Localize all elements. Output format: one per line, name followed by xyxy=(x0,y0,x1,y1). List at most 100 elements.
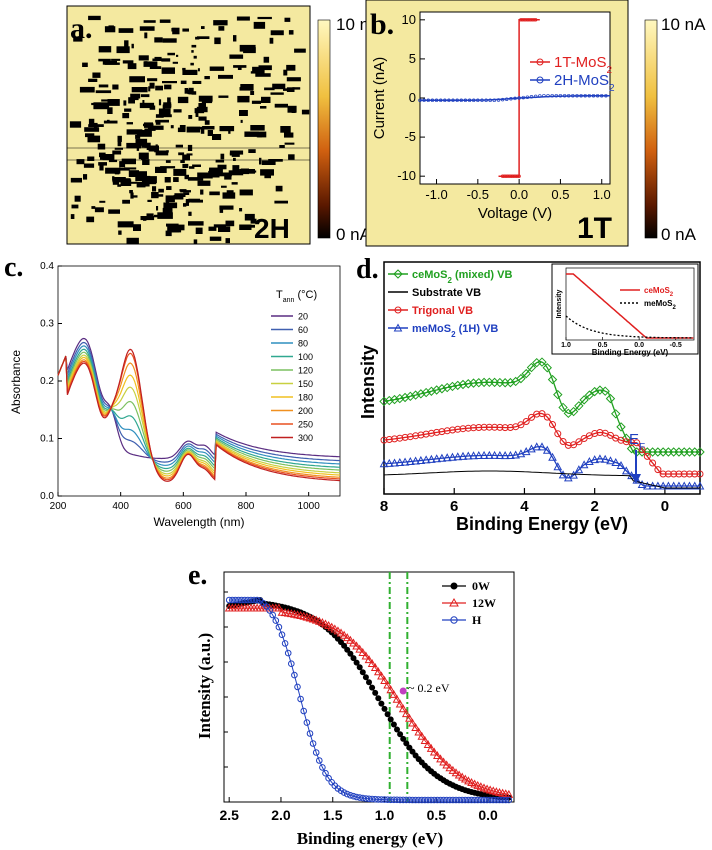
vb-legend-label: Trigonal VB xyxy=(412,305,473,317)
iv-point xyxy=(513,96,517,101)
iv-point xyxy=(522,18,526,22)
vb-marker xyxy=(379,396,389,407)
afm-domain xyxy=(117,141,122,147)
vb-marker xyxy=(464,424,472,432)
abs-legend-label: 200 xyxy=(298,406,313,416)
e-marker xyxy=(306,730,314,737)
afm-domain xyxy=(194,108,205,114)
afm-domain xyxy=(182,69,198,75)
afm-domain xyxy=(88,15,101,21)
afm-domain xyxy=(213,224,226,228)
afm-domain xyxy=(239,224,252,230)
e-marker xyxy=(457,772,467,781)
vb-marker xyxy=(643,452,651,460)
afm-domain xyxy=(148,86,151,92)
afm-domain xyxy=(176,54,179,57)
vb-marker xyxy=(501,424,509,432)
afm-domain xyxy=(165,195,175,203)
vb-marker xyxy=(558,470,568,479)
afm-domain xyxy=(160,114,172,118)
vb-marker xyxy=(591,430,599,437)
afm-domain xyxy=(148,149,156,152)
vb-marker xyxy=(616,460,626,470)
e-annotation: ~ 0.2 eV xyxy=(408,681,450,695)
afm-domain xyxy=(183,192,190,195)
vb-legend-label: Substrate VB xyxy=(412,287,481,299)
afm-domain xyxy=(173,177,179,182)
afm-domain xyxy=(255,73,271,77)
afm-domain xyxy=(146,176,157,184)
afm-domain xyxy=(83,163,95,168)
afm-domain xyxy=(191,50,194,53)
vb-marker xyxy=(695,447,705,457)
absorbance-series-line xyxy=(57,337,340,460)
iv-point xyxy=(502,174,506,178)
afm-domain xyxy=(170,125,174,129)
vb-marker xyxy=(400,457,410,466)
panel-e-letter: e. xyxy=(188,560,207,591)
afm-domain xyxy=(240,84,254,91)
afm-domain xyxy=(124,167,137,170)
vb-marker xyxy=(574,401,584,411)
e-marker xyxy=(366,679,372,686)
iv-point xyxy=(532,18,536,22)
e-marker xyxy=(370,662,380,672)
iv-point xyxy=(438,98,443,103)
e-marker xyxy=(462,796,469,804)
afm-domain xyxy=(224,174,232,180)
afm-domain xyxy=(156,206,159,211)
afm-domain xyxy=(153,214,169,218)
e-marker xyxy=(418,796,426,804)
e-marker xyxy=(502,796,510,804)
vb-marker xyxy=(675,470,683,478)
vb-marker xyxy=(389,394,400,405)
afm-domain xyxy=(239,110,248,116)
e-marker xyxy=(426,743,436,752)
afm-domain xyxy=(188,211,192,216)
afm-domain xyxy=(209,66,225,71)
iv-point xyxy=(463,98,468,103)
afm-domain xyxy=(171,27,176,32)
vb-marker xyxy=(458,379,468,390)
afm-domain xyxy=(250,90,255,95)
afm-domain xyxy=(136,130,152,137)
e-marker xyxy=(394,726,400,733)
e-marker xyxy=(347,792,354,799)
afm-domain xyxy=(119,161,126,168)
afm-domain xyxy=(179,125,186,131)
e-marker xyxy=(362,674,369,681)
afm-domain xyxy=(162,207,173,215)
panel-a-svg: a. 2H 10 nA 0 nA xyxy=(66,5,380,245)
iv-point xyxy=(476,98,480,103)
vb-marker xyxy=(569,470,578,479)
afm-domain xyxy=(167,204,171,210)
afm-domain xyxy=(76,159,85,165)
e-marker xyxy=(225,596,233,604)
afm-domain xyxy=(180,80,187,84)
iv-point xyxy=(515,174,520,178)
afm-domain xyxy=(229,54,244,59)
absorbance-series-line xyxy=(57,348,341,482)
e-series-line xyxy=(229,599,509,801)
vb-marker xyxy=(674,481,684,490)
e-marker xyxy=(362,795,370,802)
vb-legend-marker xyxy=(394,306,402,314)
fermi-level-label: EF xyxy=(629,431,645,453)
afm-domain xyxy=(122,60,134,64)
e-marker xyxy=(430,796,438,804)
afm-domain xyxy=(131,87,148,93)
afm-domain xyxy=(225,220,235,227)
iv-point xyxy=(529,95,534,99)
afm-domain xyxy=(270,92,284,95)
afm-domain xyxy=(122,113,130,119)
e-marker xyxy=(359,669,366,676)
afm-domain xyxy=(152,186,157,192)
afm-domain xyxy=(209,191,220,196)
e-marker xyxy=(238,596,245,604)
e-marker xyxy=(400,735,407,742)
iv-point xyxy=(451,98,455,103)
absorbance-x-axis-label: Wavelength (nm) xyxy=(154,515,245,529)
vb-marker xyxy=(664,481,673,490)
iv-y-tick-label: 0 xyxy=(409,90,416,105)
afm-domain xyxy=(269,37,274,44)
